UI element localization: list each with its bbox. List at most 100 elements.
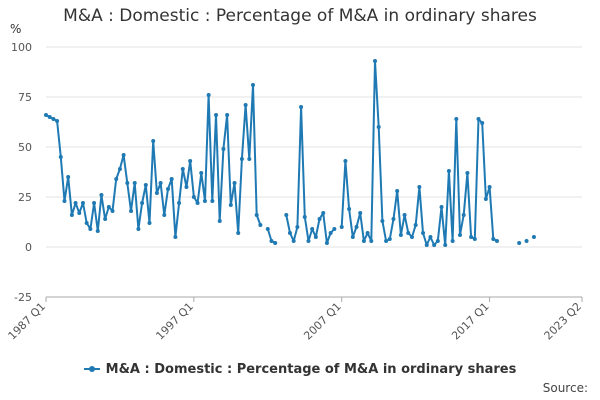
data-point[interactable] (88, 227, 93, 231)
data-point[interactable] (121, 153, 126, 157)
data-point[interactable] (439, 205, 444, 209)
data-point[interactable] (191, 195, 196, 199)
data-point[interactable] (228, 203, 233, 207)
data-point[interactable] (284, 213, 289, 217)
data-point[interactable] (106, 205, 111, 209)
data-point[interactable] (428, 235, 433, 239)
data-point[interactable] (247, 157, 252, 161)
data-point[interactable] (409, 235, 414, 239)
data-point[interactable] (73, 201, 78, 205)
data-point[interactable] (55, 119, 60, 123)
data-point[interactable] (154, 191, 159, 195)
data-point[interactable] (339, 225, 344, 229)
data-point[interactable] (143, 183, 148, 187)
data-point[interactable] (158, 181, 163, 185)
data-point[interactable] (421, 231, 426, 235)
data-point[interactable] (129, 209, 134, 213)
data-point[interactable] (258, 223, 263, 227)
data-point[interactable] (321, 211, 326, 215)
data-point[interactable] (365, 231, 370, 235)
data-point[interactable] (265, 227, 270, 231)
data-point[interactable] (369, 239, 374, 243)
data-point[interactable] (480, 121, 485, 125)
data-point[interactable] (99, 193, 104, 197)
data-point[interactable] (302, 215, 307, 219)
data-point[interactable] (103, 217, 108, 221)
data-point[interactable] (177, 201, 182, 205)
data-point[interactable] (517, 241, 522, 245)
data-point[interactable] (387, 237, 392, 241)
data-point[interactable] (62, 199, 67, 203)
data-point[interactable] (165, 187, 170, 191)
data-point[interactable] (435, 239, 440, 243)
data-point[interactable] (343, 159, 348, 163)
data-point[interactable] (291, 239, 296, 243)
data-point[interactable] (287, 231, 292, 235)
data-point[interactable] (524, 239, 529, 243)
data-point[interactable] (531, 235, 536, 239)
data-point[interactable] (354, 225, 359, 229)
data-point[interactable] (136, 227, 141, 231)
data-point[interactable] (424, 243, 429, 247)
data-point[interactable] (236, 231, 241, 235)
data-point[interactable] (328, 231, 333, 235)
data-point[interactable] (199, 171, 204, 175)
data-point[interactable] (58, 155, 63, 159)
data-point[interactable] (358, 211, 363, 215)
data-point[interactable] (239, 157, 244, 161)
data-point[interactable] (44, 113, 48, 117)
data-point[interactable] (376, 125, 381, 129)
data-point[interactable] (324, 241, 329, 245)
data-point[interactable] (51, 117, 56, 121)
data-point[interactable] (184, 185, 189, 189)
data-point[interactable] (465, 171, 470, 175)
data-point[interactable] (217, 219, 222, 223)
data-point[interactable] (306, 239, 311, 243)
data-point[interactable] (132, 181, 137, 185)
data-point[interactable] (398, 233, 403, 237)
data-point[interactable] (494, 239, 499, 243)
data-point[interactable] (395, 189, 400, 193)
data-point[interactable] (299, 105, 304, 109)
data-point[interactable] (458, 233, 463, 237)
data-point[interactable] (69, 213, 74, 217)
data-point[interactable] (384, 239, 389, 243)
data-point[interactable] (173, 235, 178, 239)
data-point[interactable] (84, 221, 89, 225)
data-point[interactable] (402, 213, 407, 217)
data-point[interactable] (47, 115, 52, 119)
data-point[interactable] (77, 211, 82, 215)
data-point[interactable] (310, 227, 315, 231)
data-point[interactable] (313, 235, 318, 239)
data-point[interactable] (110, 209, 115, 213)
data-point[interactable] (472, 237, 477, 241)
data-point[interactable] (232, 181, 237, 185)
data-point[interactable] (117, 167, 122, 171)
data-point[interactable] (169, 177, 174, 181)
data-point[interactable] (446, 169, 451, 173)
data-point[interactable] (347, 207, 352, 211)
data-point[interactable] (214, 113, 219, 117)
data-point[interactable] (361, 239, 366, 243)
data-point[interactable] (269, 239, 274, 243)
data-point[interactable] (469, 235, 474, 239)
data-point[interactable] (202, 199, 207, 203)
data-point[interactable] (251, 83, 256, 87)
data-point[interactable] (92, 201, 97, 205)
data-point[interactable] (206, 93, 211, 97)
data-point[interactable] (295, 225, 300, 229)
data-point[interactable] (432, 243, 437, 247)
data-point[interactable] (210, 199, 215, 203)
data-point[interactable] (221, 147, 226, 151)
data-point[interactable] (443, 243, 448, 247)
legend[interactable]: M&A : Domestic : Percentage of M&A in or… (0, 362, 600, 377)
data-point[interactable] (350, 235, 355, 239)
data-point[interactable] (225, 113, 230, 117)
data-point[interactable] (151, 139, 156, 143)
data-point[interactable] (380, 219, 385, 223)
data-point[interactable] (413, 223, 418, 227)
data-point[interactable] (188, 159, 193, 163)
data-point[interactable] (147, 221, 152, 225)
data-point[interactable] (332, 227, 337, 231)
data-point[interactable] (476, 117, 481, 121)
